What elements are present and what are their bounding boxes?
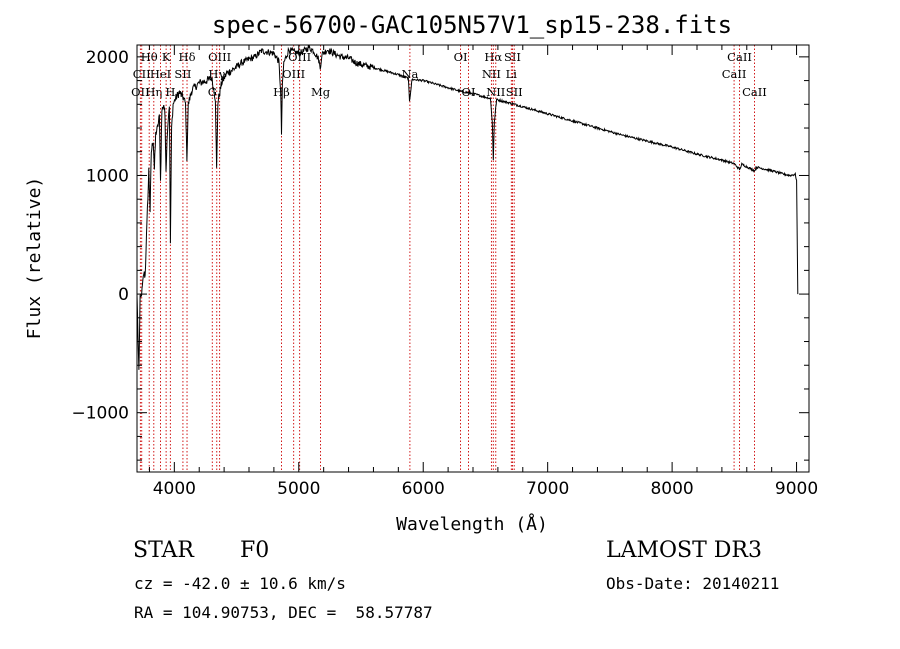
plot-frame [136,44,810,473]
line-marker-label: HeI [150,67,171,81]
line-marker-label: Na [401,67,418,81]
x-tick-label: 8000 [650,479,693,499]
line-marker-label: Hη [145,85,162,99]
chart-title: spec-56700-GAC105N57V1_sp15-238.fits [212,11,732,39]
line-marker-label: Hδ [179,50,196,64]
line-marker-label: NII [482,67,501,81]
line-marker-label: OIII [288,50,311,64]
y-tick-label: 2000 [86,48,129,68]
line-marker-label: Hβ [273,85,290,99]
line-marker-label: H [165,85,175,99]
coordinates: RA = 104.90753, DEC = 58.57787 [134,603,433,622]
line-marker-label: Li [506,67,518,81]
line-marker-label: Hα [484,50,502,64]
line-marker-label: OI [462,85,476,99]
line-marker-label: G [208,85,217,99]
x-tick-label: 6000 [402,479,445,499]
obs-date: Obs-Date: 20140211 [606,574,780,593]
spectrum-line [137,45,799,370]
line-marker-label: K [162,50,171,64]
line-marker-label: OI [454,50,468,64]
redshift-value: cz = -42.0 ± 10.6 km/s [134,574,346,593]
x-tick-label: 9000 [775,479,818,499]
x-axis-label: Wavelength (Å) [396,513,548,535]
line-marker-label: CaII [727,50,752,64]
line-marker-label: CII [133,67,151,81]
line-marker-label: SII [506,85,523,99]
line-marker-label: SII [174,67,191,81]
line-marker-label: SII [504,50,521,64]
x-tick-label: 4000 [153,479,196,499]
object-class: STAR [133,538,194,563]
axis-ticks: 4000 5000 6000 7000 8000 9000 −1000 0 1000 2000 [71,45,818,499]
survey-name: LAMOST DR3 [606,538,762,563]
line-marker-label: NII [486,85,505,99]
x-tick-label: 5000 [277,479,320,499]
line-marker-label: OII [131,85,150,99]
line-marker-label: CaII [742,85,767,99]
object-subclass: F0 [240,538,270,563]
line-marker-label: Mg [311,85,331,99]
y-axis-label: Flux (relative) [24,177,45,340]
line-marker-label: OIII [208,50,231,64]
y-tick-label: 0 [118,285,129,305]
y-tick-label: −1000 [71,404,129,424]
line-marker-label: CaII [722,67,747,81]
x-tick-label: 7000 [526,479,569,499]
plot-area [137,45,799,370]
y-tick-label: 1000 [86,166,129,186]
line-marker-label: OIII [282,67,305,81]
